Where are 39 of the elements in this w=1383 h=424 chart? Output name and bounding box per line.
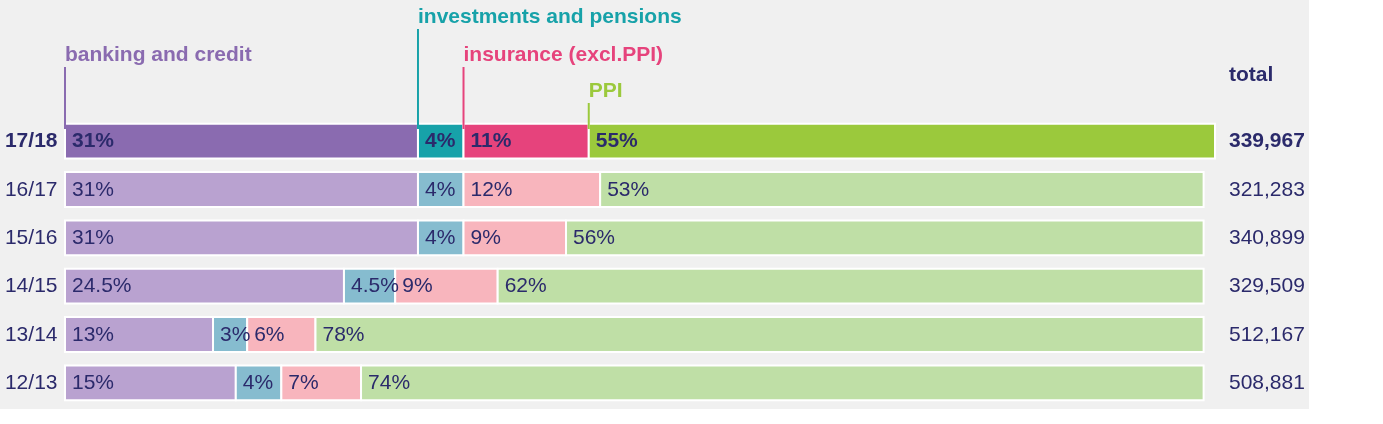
data-label: 31%: [72, 128, 115, 152]
y-tick-label: 15/16: [4, 224, 58, 248]
data-label: 4%: [424, 176, 456, 200]
data-label: 24.5%: [72, 273, 132, 297]
y-tick-label: 13/14: [4, 321, 58, 345]
data-label: 13%: [72, 321, 115, 345]
data-label: 4%: [424, 128, 456, 152]
data-label: 4%: [424, 224, 456, 248]
data-label: 62%: [504, 273, 547, 297]
text: 340,899: [1229, 224, 1305, 248]
data-label: 53%: [607, 176, 650, 200]
data-label: 11%: [470, 128, 512, 152]
data-label: 74%: [368, 369, 411, 393]
data-label: 12%: [470, 176, 513, 200]
y-tick-label: 12/13: [4, 369, 58, 393]
text: 508,881: [1229, 369, 1305, 393]
data-label: 78%: [322, 321, 365, 345]
data-label: 31%: [72, 224, 115, 248]
data-label: 56%: [572, 224, 616, 248]
text: investments and pensions: [417, 4, 682, 27]
text: 339,967: [1229, 128, 1305, 152]
y-tick-label: 16/17: [4, 176, 58, 200]
text: banking and credit: [65, 42, 252, 65]
data-label: 7%: [288, 369, 319, 393]
data-label: 15%: [72, 369, 115, 393]
text: total: [1229, 62, 1274, 85]
data-label: 9%: [470, 224, 501, 248]
series-label: PPI: [588, 78, 623, 101]
text: 321,283: [1229, 176, 1305, 200]
data-label: 9%: [402, 273, 433, 297]
data-label: 31%: [72, 176, 115, 200]
data-label: 55%: [595, 128, 639, 152]
data-label: 4%: [242, 369, 274, 393]
text: 329,509: [1229, 273, 1305, 297]
data-label: 6%: [254, 321, 285, 345]
y-tick-label: 14/15: [4, 273, 58, 297]
y-tick-label: 17/18: [4, 128, 58, 152]
text: 512,167: [1229, 321, 1305, 345]
text: insurance (excl.PPI): [463, 42, 664, 65]
